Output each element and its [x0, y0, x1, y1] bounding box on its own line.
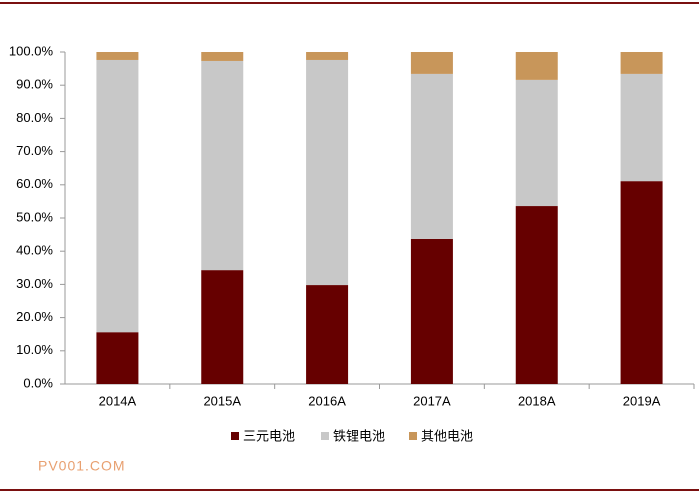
bar-segment: [515, 206, 558, 384]
x-tick-label: 2019A: [623, 393, 661, 408]
bar-segment: [201, 52, 244, 61]
y-tick-label: 40.0%: [16, 243, 53, 258]
bar-segment: [306, 52, 349, 60]
legend-label: 三元电池: [243, 428, 295, 443]
y-tick-label: 0.0%: [23, 375, 53, 390]
bar-segment: [620, 52, 663, 74]
legend-label: 其他电池: [421, 428, 473, 443]
watermark: PV001.COM: [38, 458, 126, 474]
y-tick-label: 100.0%: [9, 43, 54, 58]
y-tick-label: 10.0%: [16, 342, 53, 357]
bar-segment: [515, 79, 558, 207]
bar-segment: [620, 181, 663, 384]
bar-segment: [306, 59, 349, 286]
bar-segment: [410, 52, 453, 74]
bar-segment: [96, 52, 139, 60]
bar-segment: [201, 270, 244, 384]
y-tick-label: 70.0%: [16, 143, 53, 158]
legend-swatch: [409, 432, 417, 440]
x-tick-label: 2015A: [203, 393, 241, 408]
bar-segment: [96, 59, 139, 333]
bar-segment: [620, 73, 663, 182]
bar-segment: [410, 73, 453, 239]
legend-swatch: [321, 432, 329, 440]
x-tick-label: 2017A: [413, 393, 451, 408]
y-tick-label: 30.0%: [16, 276, 53, 291]
legend-swatch: [231, 432, 239, 440]
y-tick-label: 20.0%: [16, 309, 53, 324]
x-tick-label: 2018A: [518, 393, 556, 408]
legend-label: 铁锂电池: [333, 428, 385, 443]
bar-segment: [410, 238, 453, 384]
x-tick-label: 2014A: [99, 393, 137, 408]
bar-segment: [306, 285, 349, 384]
x-tick-label: 2016A: [308, 393, 346, 408]
bar-segment: [201, 60, 244, 271]
y-tick-label: 50.0%: [16, 209, 53, 224]
y-tick-label: 60.0%: [16, 176, 53, 191]
y-tick-label: 80.0%: [16, 110, 53, 125]
y-tick-label: 90.0%: [16, 77, 53, 92]
bar-segment: [96, 332, 139, 384]
bar-segment: [515, 52, 558, 80]
